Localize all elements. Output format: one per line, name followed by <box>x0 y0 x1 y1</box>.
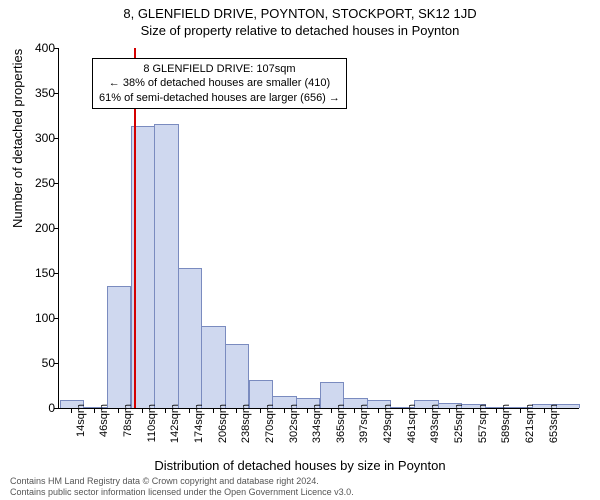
annotation-line1: 8 GLENFIELD DRIVE: 107sqm <box>99 62 340 76</box>
xtick-label: 206sqm <box>217 404 229 454</box>
xtick-mark <box>449 408 450 413</box>
xtick-mark <box>94 408 95 413</box>
xtick-mark <box>236 408 237 413</box>
xtick-mark <box>402 408 403 413</box>
xtick-label: 142sqm <box>169 404 181 454</box>
xtick-mark <box>354 408 355 413</box>
xtick-mark <box>331 408 332 413</box>
xtick-mark <box>473 408 474 413</box>
xtick-label: 365sqm <box>335 404 347 454</box>
xtick-label: 621sqm <box>524 404 536 454</box>
ytick-label: 350 <box>15 86 55 100</box>
xtick-label: 14sqm <box>75 404 87 454</box>
xtick-label: 525sqm <box>453 404 465 454</box>
xtick-label: 270sqm <box>264 404 276 454</box>
xtick-label: 557sqm <box>477 404 489 454</box>
histogram-bar <box>225 344 249 408</box>
xtick-label: 174sqm <box>193 404 205 454</box>
footer-line1: Contains HM Land Registry data © Crown c… <box>10 476 590 487</box>
footer: Contains HM Land Registry data © Crown c… <box>10 476 590 498</box>
xtick-label: 302sqm <box>288 404 300 454</box>
xtick-label: 397sqm <box>358 404 370 454</box>
ytick-label: 300 <box>15 131 55 145</box>
xtick-mark <box>520 408 521 413</box>
xtick-mark <box>284 408 285 413</box>
xtick-label: 653sqm <box>548 404 560 454</box>
xtick-label: 461sqm <box>406 404 418 454</box>
xtick-mark <box>378 408 379 413</box>
plot-wrap: 05010015020025030035040014sqm46sqm78sqm1… <box>58 48 578 408</box>
ytick-label: 150 <box>15 266 55 280</box>
xtick-label: 493sqm <box>429 404 441 454</box>
xtick-mark <box>425 408 426 413</box>
annotation-box: 8 GLENFIELD DRIVE: 107sqm ← 38% of detac… <box>92 58 347 109</box>
xtick-mark <box>71 408 72 413</box>
ytick-label: 200 <box>15 221 55 235</box>
histogram-bar <box>107 286 131 409</box>
footer-line2: Contains public sector information licen… <box>10 487 590 498</box>
histogram-bar <box>178 268 202 409</box>
xtick-label: 46sqm <box>98 404 110 454</box>
xtick-label: 334sqm <box>311 404 323 454</box>
xtick-mark <box>142 408 143 413</box>
chart-container: 8, GLENFIELD DRIVE, POYNTON, STOCKPORT, … <box>0 0 600 500</box>
xtick-mark <box>496 408 497 413</box>
annotation-line2: ← 38% of detached houses are smaller (41… <box>99 76 340 90</box>
xtick-mark <box>307 408 308 413</box>
ytick-label: 250 <box>15 176 55 190</box>
xtick-mark <box>189 408 190 413</box>
xtick-label: 589sqm <box>500 404 512 454</box>
ytick-label: 0 <box>15 401 55 415</box>
chart-subtitle: Size of property relative to detached ho… <box>0 21 600 38</box>
xtick-label: 78sqm <box>122 404 134 454</box>
ytick-label: 400 <box>15 41 55 55</box>
xtick-mark <box>544 408 545 413</box>
chart-title: 8, GLENFIELD DRIVE, POYNTON, STOCKPORT, … <box>0 0 600 21</box>
x-axis-label: Distribution of detached houses by size … <box>0 458 600 473</box>
xtick-mark <box>213 408 214 413</box>
histogram-bar <box>201 326 225 408</box>
annotation-line3: 61% of semi-detached houses are larger (… <box>99 91 340 105</box>
xtick-mark <box>118 408 119 413</box>
xtick-mark <box>260 408 261 413</box>
xtick-mark <box>165 408 166 413</box>
xtick-label: 238sqm <box>240 404 252 454</box>
ytick-label: 50 <box>15 356 55 370</box>
ytick-label: 100 <box>15 311 55 325</box>
histogram-bar <box>154 124 178 409</box>
xtick-label: 429sqm <box>382 404 394 454</box>
xtick-label: 110sqm <box>146 404 158 454</box>
